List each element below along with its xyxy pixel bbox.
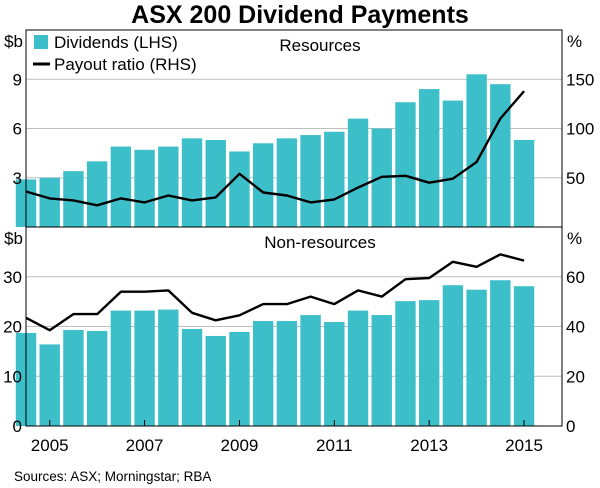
nonresources-unit-left: $b [4,229,23,248]
nonresources-panel-title: Non-resources [264,233,376,252]
legend-swatch-dividends [34,35,48,49]
resources-payout-line [25,90,526,207]
resources-dividend-bar [110,146,132,227]
resources-ytick-left: 9 [13,70,22,89]
resources-ytick-left: 6 [13,120,22,139]
resources-dividend-bar [229,151,250,227]
resources-dividend-bar [418,89,440,227]
nonresources-dividend-bar [39,344,60,426]
nonresources-ytick-left: 20 [3,318,22,337]
resources-ytick-left: 3 [13,169,22,188]
resources-dividend-bar [63,171,84,227]
nonresources-ytick-right: 20 [566,367,585,386]
resources-dividend-bar [466,74,487,227]
resources-dividend-bar [490,84,511,227]
nonresources-ytick-left: 10 [3,367,22,386]
resources-ytick-right: 150 [566,70,594,89]
resources-dividend-bar [252,143,274,227]
nonresources-payout-line [25,253,525,332]
resources-dividend-bar [513,139,535,227]
resources-dividend-bar [324,131,345,227]
nonresources-ytick-right: 60 [566,268,585,287]
nonresources-ytick-right: 40 [566,318,585,337]
resources-dividend-bar [442,100,464,227]
resources-dividend-bar [158,146,179,227]
resources-unit-left: $b [4,32,23,51]
resources-ytick-right: 50 [566,169,585,188]
nonresources-dividend-bar [276,321,298,426]
x-tick-label: 2011 [316,436,353,455]
x-tick-label: 2007 [126,436,164,455]
nonresources-dividend-bar [371,315,392,426]
nonresources-dividend-bar [158,309,179,426]
legend-label-payout: Payout ratio (RHS) [54,55,197,74]
nonresources-dividend-bar [513,286,535,426]
nonresources-dividend-bar [466,289,487,426]
resources-panel-title: Resources [279,36,360,55]
nonresources-dividend-bar [134,310,155,426]
x-tick-label: 2015 [505,436,543,455]
resources-dividend-bar [395,102,416,227]
nonresources-dividend-bar [300,315,321,426]
resources-dividend-bar [86,161,108,227]
resources-dividend-bar [39,177,60,227]
resources-dividend-bar [181,138,203,227]
x-tick-label: 2005 [31,436,69,455]
resources-dividend-bar [134,149,155,227]
nonresources-dividend-bar [205,335,226,426]
nonresources-dividend-bar [442,285,464,426]
nonresources-dividend-bar [490,280,511,426]
resources-unit-right: % [567,32,582,51]
source-note: Sources: ASX; Morningstar; RBA [14,469,211,484]
legend: Dividends (LHS) Payout ratio (RHS) [33,33,197,74]
resources-dividend-bar [205,139,226,227]
nonresources-dividend-bar [252,321,274,426]
nonresources-dividend-bar [181,328,203,426]
chart-title: ASX 200 Dividend Payments [131,1,469,29]
resources-dividend-bar [347,118,369,227]
nonresources-dividend-bar [324,322,345,426]
nonresources-dividend-bar [347,310,369,426]
nonresources-unit-right: % [567,229,582,248]
legend-label-dividends: Dividends (LHS) [54,33,178,52]
line-series [25,90,526,332]
nonresources-dividend-bar [110,310,132,426]
x-tick-label: 2013 [410,436,448,455]
nonresources-ytick-left: 0 [13,417,22,436]
nonresources-dividend-bar [395,301,416,426]
x-tick-label: 2009 [221,436,259,455]
nonresources-dividend-bar [86,330,108,426]
nonresources-ytick-right: 0 [566,417,575,436]
nonresources-ytick-left: 30 [3,268,22,287]
resources-ytick-right: 100 [566,120,594,139]
resources-dividend-bar [276,138,298,227]
bar-series [15,74,535,426]
resources-dividend-bar [300,135,321,227]
chart-frame [25,29,563,427]
nonresources-dividend-bar [63,329,84,426]
nonresources-panel-frame [25,226,563,427]
nonresources-dividend-bar [418,300,440,426]
chart-labels: 3 6 9 50 100 150 $b % Resources 0 10 20 30 0 20 40 60 $b%… [3,32,594,455]
nonresources-dividend-bar [229,331,250,426]
